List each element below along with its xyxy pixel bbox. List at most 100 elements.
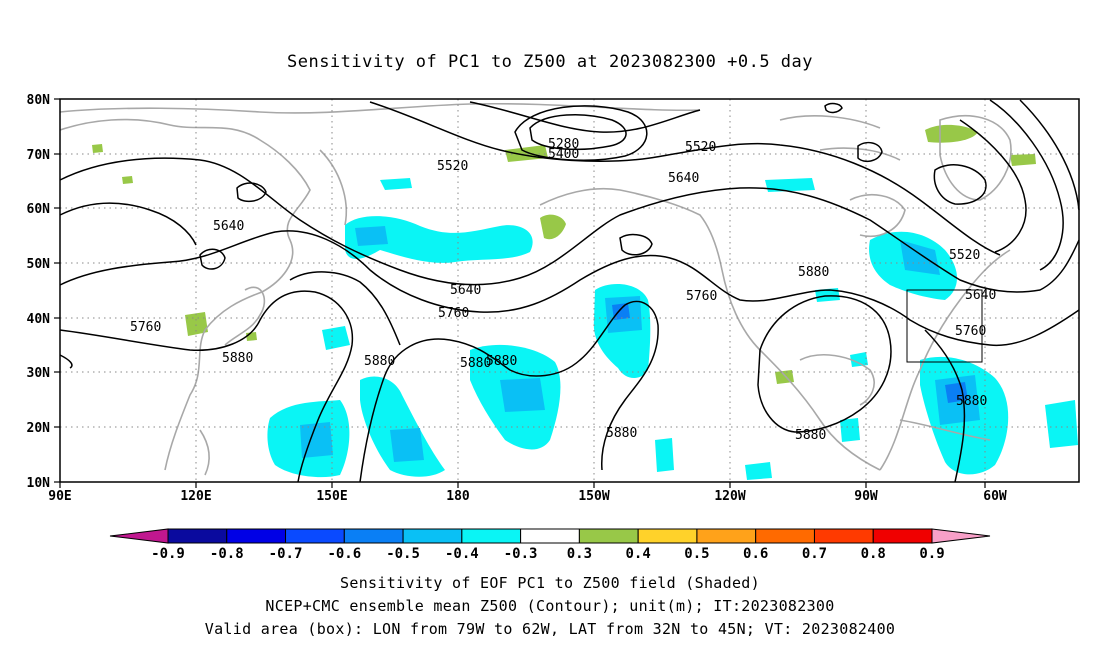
contour-5880-e bbox=[757, 295, 892, 433]
contour-greenland bbox=[933, 164, 987, 205]
shade-patch bbox=[500, 378, 545, 412]
lon-label: 90E bbox=[48, 489, 71, 504]
contour-5640 bbox=[59, 157, 1080, 293]
shade-patch bbox=[122, 176, 133, 184]
shade-patch bbox=[900, 240, 940, 275]
caption-line-3: Valid area (box): LON from 79W to 62W, L… bbox=[205, 620, 895, 638]
contour-label: 5520 bbox=[685, 140, 716, 155]
colorbar-swatch bbox=[637, 528, 698, 544]
shade-patch bbox=[246, 332, 257, 341]
lat-label: 20N bbox=[27, 421, 51, 436]
map-panel: 5280 5400 5520 5520 5640 5520 5640 5640 … bbox=[27, 93, 1080, 504]
longitude-labels: 90E 120E 150E 180 150W 120W 90W 60W bbox=[48, 489, 1007, 504]
lat-label: 40N bbox=[27, 312, 51, 327]
colorbar-swatch bbox=[226, 528, 287, 544]
contour-closed-2 bbox=[199, 248, 226, 270]
contour-label: 5640 bbox=[213, 219, 244, 234]
lon-label: 90W bbox=[854, 489, 878, 504]
lat-label: 50N bbox=[27, 257, 51, 272]
contour-label: 5880 bbox=[798, 265, 829, 280]
lon-label: 60W bbox=[983, 489, 1007, 504]
contour-label: 5880 bbox=[486, 354, 517, 369]
coastline-caribbean bbox=[899, 419, 991, 441]
colorbar-swatch bbox=[696, 528, 757, 544]
shade-patch bbox=[850, 352, 868, 367]
contour-label: 5400 bbox=[548, 147, 579, 162]
colorbar-swatch bbox=[285, 528, 345, 544]
contour-label: 5640 bbox=[450, 283, 481, 298]
shade-patch bbox=[745, 462, 772, 480]
contour-label: 5880 bbox=[795, 428, 826, 443]
sensitivity-shading-core bbox=[612, 303, 968, 403]
coastline-kamchatka bbox=[319, 149, 348, 226]
colorbar-max-arrow bbox=[931, 528, 991, 544]
lon-label: 150W bbox=[578, 489, 609, 504]
contour-closed-1 bbox=[236, 182, 267, 203]
contour-closed-5 bbox=[824, 102, 843, 114]
contour-5760 bbox=[59, 230, 1080, 347]
coastline-canada-islands bbox=[779, 115, 901, 161]
colorbar-swatch bbox=[343, 528, 404, 544]
coastline-japan bbox=[224, 286, 266, 346]
shade-patch bbox=[655, 438, 674, 472]
contour-label-group: 5280 5400 5520 5520 5640 5520 5640 5640 … bbox=[130, 137, 996, 443]
contour-label: 5640 bbox=[965, 288, 996, 303]
shade-patch bbox=[612, 303, 630, 320]
coastline-gulf bbox=[799, 354, 875, 406]
shade-patch bbox=[925, 124, 978, 143]
caption-line-1: Sensitivity of EOF PC1 to Z500 field (Sh… bbox=[340, 574, 760, 592]
contour-5880-w bbox=[59, 290, 354, 483]
coastline-alaska bbox=[539, 187, 723, 271]
contour-label: 5760 bbox=[686, 289, 717, 304]
contour-closed-4 bbox=[857, 141, 883, 163]
colorbar-swatch bbox=[461, 528, 522, 544]
contour-pacific-mid bbox=[289, 271, 401, 346]
colorbar-label: 0.3 bbox=[567, 546, 592, 562]
contour-label: 5880 bbox=[364, 354, 395, 369]
shade-patch bbox=[322, 326, 350, 350]
colorbar-label: -0.9 bbox=[151, 546, 185, 562]
colorbar-label: 0.9 bbox=[919, 546, 944, 562]
colorbar-label: 0.4 bbox=[626, 546, 651, 562]
shade-patch bbox=[815, 288, 840, 302]
shade-patch bbox=[840, 418, 860, 442]
axis-ticks bbox=[54, 98, 986, 488]
shade-patch bbox=[765, 178, 815, 192]
colorbar-swatch bbox=[813, 528, 874, 544]
map-title: Sensitivity of PC1 to Z500 at 2023082300… bbox=[287, 52, 813, 72]
colorbar-swatch bbox=[520, 528, 580, 544]
colorbar-min-arrow bbox=[109, 528, 169, 544]
contour-label: 5880 bbox=[460, 356, 491, 371]
colorbar-label: -0.6 bbox=[327, 546, 361, 562]
lon-label: 120E bbox=[180, 489, 211, 504]
colorbar-swatch bbox=[167, 528, 228, 544]
shade-patch bbox=[380, 178, 412, 190]
colorbar-label: -0.7 bbox=[269, 546, 303, 562]
contour-east-outer-2 bbox=[1019, 99, 1080, 211]
contour-label: 5520 bbox=[949, 248, 980, 263]
caption-line-2: NCEP+CMC ensemble mean Z500 (Contour); u… bbox=[265, 597, 834, 615]
colorbar-label: -0.3 bbox=[504, 546, 538, 562]
coastline-asia bbox=[59, 118, 311, 471]
colorbar-label: 0.7 bbox=[802, 546, 827, 562]
shade-patch bbox=[540, 214, 566, 240]
coastline-arctic bbox=[59, 102, 701, 114]
shade-patch bbox=[355, 226, 388, 246]
contour-60n bbox=[59, 202, 197, 246]
lat-label: 10N bbox=[27, 476, 51, 491]
colorbar-swatch bbox=[872, 528, 933, 544]
colorbar-swatch bbox=[755, 528, 815, 544]
colorbar-label: 0.5 bbox=[684, 546, 709, 562]
colorbar-label: -0.4 bbox=[445, 546, 479, 562]
coastline-greenland bbox=[939, 114, 1012, 201]
contour-far-west bbox=[59, 354, 73, 369]
shade-patch bbox=[185, 312, 208, 336]
shade-patch bbox=[945, 382, 968, 403]
contour-east-outer bbox=[989, 99, 1064, 271]
contour-closed-3 bbox=[619, 233, 653, 256]
colorbar-swatch bbox=[402, 528, 463, 544]
contour-5520-arc bbox=[469, 101, 701, 133]
contour-label: 5280 bbox=[548, 137, 579, 152]
lat-label: 70N bbox=[27, 148, 51, 163]
contour-label: 5760 bbox=[955, 324, 986, 339]
